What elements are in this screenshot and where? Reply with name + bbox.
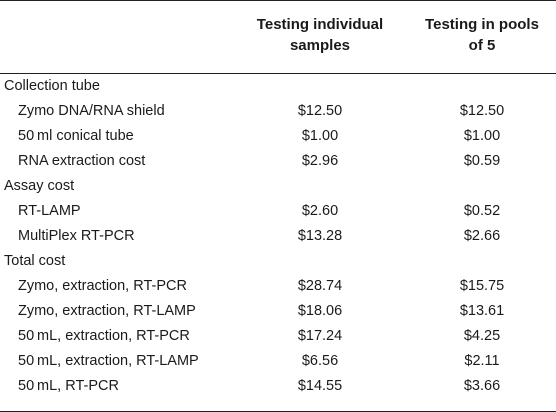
row-label: MultiPlex RT-PCR — [18, 228, 135, 244]
row-label: 50 mL, extraction, RT-PCR — [18, 328, 190, 344]
pooled-cost: $12.50 — [459, 103, 505, 119]
table-row: 50 mL, extraction, RT-PCR $17.24 $4.25 — [0, 324, 556, 349]
pooled-cost: $13.61 — [459, 303, 505, 319]
individual-cost: $12.50 — [297, 103, 343, 119]
individual-cost: $17.24 — [297, 328, 343, 344]
pooled-cost: $0.52 — [463, 203, 501, 219]
section-assay-cost: Assay cost — [0, 174, 556, 199]
row-label: Zymo, extraction, RT-LAMP — [18, 303, 196, 319]
table-row: 50 mL, extraction, RT-LAMP $6.56 $2.11 — [0, 349, 556, 374]
individual-cost: $18.06 — [297, 303, 343, 319]
individual-cost: $1.00 — [301, 128, 339, 144]
top-rule — [0, 0, 556, 1]
individual-cost: $2.96 — [301, 153, 339, 169]
individual-cost: $2.60 — [301, 203, 339, 219]
row-label: RT-LAMP — [18, 203, 81, 219]
pooled-cost: $1.00 — [463, 128, 501, 144]
row-label: 50 ml conical tube — [18, 128, 134, 144]
table-row: Zymo, extraction, RT-LAMP $18.06 $13.61 — [0, 299, 556, 324]
header-pooled-line-1: Testing in pools — [425, 16, 539, 33]
header-pooled-line-2: of 5 — [468, 37, 496, 54]
header-individual-line-2: samples — [289, 37, 351, 54]
table-row: RT-LAMP $2.60 $0.52 — [0, 199, 556, 224]
table-row: Zymo DNA/RNA shield $12.50 $12.50 — [0, 99, 556, 124]
pooled-cost: $0.59 — [463, 153, 501, 169]
table-row: MultiPlex RT-PCR $13.28 $2.66 — [0, 224, 556, 249]
table-row: 50 ml conical tube $1.00 $1.00 — [0, 124, 556, 149]
row-label: Zymo, extraction, RT-PCR — [18, 278, 187, 294]
pooled-cost: $3.66 — [463, 378, 501, 394]
pooled-cost: $4.25 — [463, 328, 501, 344]
table-row: RNA extraction cost $2.96 $0.59 — [0, 149, 556, 174]
individual-cost: $28.74 — [297, 278, 343, 294]
pooled-cost: $2.11 — [464, 353, 500, 369]
section-total-cost: Total cost — [0, 249, 556, 274]
individual-cost: $14.55 — [297, 378, 343, 394]
header-pooled: Testing in pools of 5 — [412, 14, 552, 56]
pooled-cost: $15.75 — [459, 278, 505, 294]
header-individual: Testing individual samples — [240, 14, 400, 56]
table-row: 50 mL, RT-PCR $14.55 $3.66 — [0, 374, 556, 399]
row-label: 50 mL, RT-PCR — [18, 378, 119, 394]
section-title: Assay cost — [4, 178, 75, 194]
row-label: 50 mL, extraction, RT-LAMP — [18, 353, 199, 369]
individual-cost: $6.56 — [301, 353, 339, 369]
row-label: RNA extraction cost — [18, 153, 146, 169]
pooled-cost: $2.66 — [463, 228, 501, 244]
table-row: Zymo, extraction, RT-PCR $28.74 $15.75 — [0, 274, 556, 299]
individual-cost: $13.28 — [297, 228, 343, 244]
section-title: Collection tube — [4, 78, 100, 94]
header-rule — [0, 73, 556, 74]
row-label: Zymo DNA/RNA shield — [18, 103, 165, 119]
section-title: Total cost — [4, 253, 66, 269]
header-individual-line-1: Testing individual — [256, 16, 384, 33]
section-collection-tube: Collection tube — [0, 74, 556, 99]
